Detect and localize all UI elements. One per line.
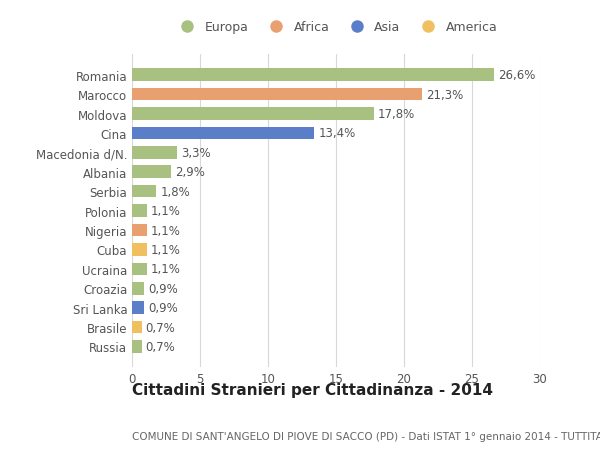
Text: 0,7%: 0,7% [146, 340, 175, 353]
Bar [132, 127, 314, 140]
Bar [132, 263, 147, 275]
Bar [132, 341, 142, 353]
Text: 1,1%: 1,1% [151, 263, 181, 276]
Bar [132, 185, 157, 198]
Text: 0,9%: 0,9% [148, 282, 178, 295]
Bar [132, 224, 147, 237]
Text: 26,6%: 26,6% [498, 69, 535, 82]
Text: 3,3%: 3,3% [181, 146, 211, 160]
Bar [132, 282, 144, 295]
Text: 1,8%: 1,8% [161, 185, 190, 198]
Text: 17,8%: 17,8% [378, 108, 415, 121]
Bar [132, 321, 142, 334]
Text: 21,3%: 21,3% [426, 89, 463, 101]
Legend: Europa, Africa, Asia, America: Europa, Africa, Asia, America [172, 18, 500, 36]
Bar [132, 244, 147, 256]
Bar [132, 205, 147, 218]
Text: Cittadini Stranieri per Cittadinanza - 2014: Cittadini Stranieri per Cittadinanza - 2… [132, 382, 493, 397]
Text: 1,1%: 1,1% [151, 243, 181, 257]
Text: 0,7%: 0,7% [146, 321, 175, 334]
Text: 2,9%: 2,9% [176, 166, 205, 179]
Text: COMUNE DI SANT'ANGELO DI PIOVE DI SACCO (PD) - Dati ISTAT 1° gennaio 2014 - TUTT: COMUNE DI SANT'ANGELO DI PIOVE DI SACCO … [132, 431, 600, 441]
Bar [132, 89, 422, 101]
Bar [132, 147, 177, 159]
Text: 0,9%: 0,9% [148, 302, 178, 314]
Text: 13,4%: 13,4% [319, 127, 356, 140]
Text: 1,1%: 1,1% [151, 224, 181, 237]
Bar [132, 166, 172, 179]
Bar [132, 69, 494, 82]
Bar [132, 108, 374, 121]
Text: 1,1%: 1,1% [151, 205, 181, 218]
Bar [132, 302, 144, 314]
